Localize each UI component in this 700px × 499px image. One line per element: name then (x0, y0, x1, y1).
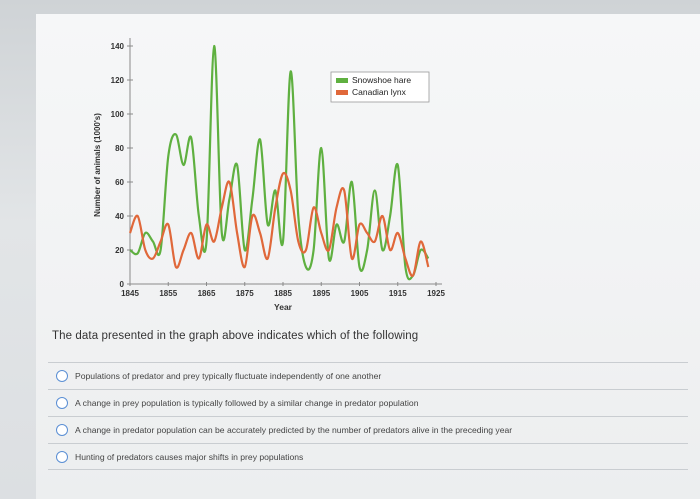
answer-options: Populations of predator and prey typical… (48, 362, 688, 470)
legend-label: Canadian lynx (352, 87, 407, 97)
radio-button[interactable] (56, 397, 68, 409)
legend-swatch (336, 78, 348, 83)
y-tick-label: 0 (120, 280, 125, 289)
y-tick-label: 100 (111, 110, 125, 119)
option-label: Populations of predator and prey typical… (75, 371, 382, 381)
y-tick-label: 80 (115, 144, 124, 153)
option-label: A change in prey population is typically… (75, 398, 419, 408)
x-tick-label: 1925 (427, 289, 445, 298)
radio-button[interactable] (56, 370, 68, 382)
question-text: The data presented in the graph above in… (52, 330, 419, 342)
x-tick-label: 1865 (198, 289, 216, 298)
legend-swatch (336, 90, 348, 95)
radio-button[interactable] (56, 424, 68, 436)
answer-option-1[interactable]: Populations of predator and prey typical… (48, 362, 688, 389)
series-line-snowshoe-hare (129, 44, 430, 281)
x-tick-label: 1915 (389, 289, 407, 298)
x-tick-label: 1845 (121, 289, 139, 298)
radio-button[interactable] (56, 450, 68, 463)
x-axis-label: Year (274, 302, 293, 312)
answer-option-4[interactable]: Hunting of predators causes major shifts… (48, 443, 688, 470)
x-tick-label: 1895 (312, 289, 330, 298)
x-tick-label: 1875 (236, 289, 254, 298)
option-label: A change in predator population can be a… (75, 425, 513, 435)
line-chart: 0 20 40 60 80 100 120 140 1845 1855 1865 1875 1885 18… (93, 38, 445, 312)
series-line-canadian-lynx (128, 171, 430, 277)
x-tick-label: 1855 (159, 289, 177, 298)
answer-option-2[interactable]: A change in prey population is typically… (48, 389, 688, 416)
legend-label: Snowshoe hare (352, 75, 411, 85)
y-tick-label: 60 (115, 178, 124, 187)
y-tick-label: 20 (115, 246, 124, 255)
x-tick-label: 1905 (351, 289, 369, 298)
legend-box (330, 71, 430, 103)
option-label: Hunting of predators causes major shifts… (75, 451, 304, 462)
y-tick-label: 120 (111, 76, 125, 85)
y-tick-label: 40 (115, 212, 124, 221)
x-tick-label: 1885 (274, 289, 292, 298)
answer-option-3[interactable]: A change in predator population can be a… (48, 416, 688, 443)
y-tick-label: 140 (111, 42, 125, 51)
y-axis-label: Number of animals (1000's) (93, 113, 102, 217)
